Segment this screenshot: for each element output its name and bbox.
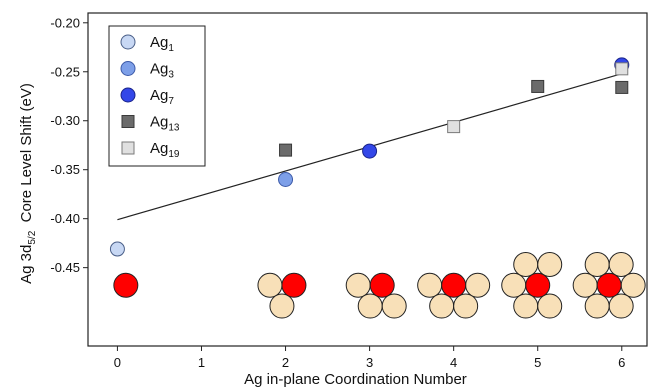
- cluster-icon-0-neighbors: [113, 272, 139, 298]
- cluster-icon-3-neighbors: [345, 272, 407, 319]
- legend-label-name: Ag: [150, 140, 168, 157]
- neighbor-atom: [269, 293, 295, 319]
- legend-label-name: Ag: [150, 114, 168, 131]
- neighbor-atom: [572, 272, 598, 298]
- neighbor-atom: [453, 293, 479, 319]
- legend-marker: [121, 115, 135, 128]
- cluster-icon-5-neighbors: [501, 251, 563, 319]
- point-ag7: [362, 143, 378, 159]
- neighbor-atom: [620, 272, 646, 298]
- x-tick-label: 6: [618, 355, 625, 370]
- legend-label-name: Ag: [150, 61, 168, 78]
- neighbor-atom: [608, 251, 634, 277]
- point-ag13: [615, 80, 629, 94]
- legend-label-sub: 13: [168, 123, 180, 134]
- legend-marker: [120, 61, 136, 76]
- cluster-icon-2-neighbors: [257, 272, 307, 319]
- neighbor-atom: [537, 293, 563, 319]
- legend-label: Ag13: [150, 114, 180, 134]
- plot-frame: [87, 12, 648, 347]
- x-axis-title: Ag in-plane Coordination Number: [244, 371, 467, 388]
- legend-label-sub: 3: [168, 70, 174, 81]
- point-ag19: [447, 120, 461, 134]
- center-atom: [113, 272, 139, 298]
- neighbor-atom: [501, 272, 527, 298]
- legend-label: Ag7: [150, 87, 174, 107]
- legend-label-sub: 19: [168, 149, 180, 160]
- y-tick-label: -0.35: [50, 162, 80, 177]
- x-tick-label: 5: [534, 355, 541, 370]
- point-ag19: [615, 62, 629, 76]
- x-tick-label: 2: [282, 355, 289, 370]
- neighbor-atom: [417, 272, 443, 298]
- neighbor-atom: [345, 272, 371, 298]
- neighbor-atom: [608, 293, 634, 319]
- center-atom: [441, 272, 467, 298]
- y-tick-label: -0.30: [50, 113, 80, 128]
- legend-label-sub: 1: [168, 43, 174, 54]
- legend-marker: [121, 141, 135, 155]
- neighbor-atom: [429, 293, 455, 319]
- legend-label: Ag1: [150, 34, 174, 54]
- cluster-icon-4-neighbors: [417, 272, 491, 319]
- neighbor-atom: [381, 293, 407, 319]
- y-tick-label: -0.45: [50, 260, 80, 275]
- legend-label-sub: 7: [168, 96, 174, 107]
- y-axis-title-rest: Core Level Shift (eV): [18, 83, 35, 231]
- point-ag3: [278, 172, 294, 187]
- center-atom: [596, 272, 622, 298]
- y-axis-title: Ag 3d5/2 Core Level Shift (eV): [18, 83, 38, 284]
- center-atom: [281, 272, 307, 298]
- neighbor-atom: [584, 251, 610, 277]
- legend-marker: [120, 87, 136, 103]
- neighbor-atom: [257, 272, 283, 298]
- center-atom: [525, 272, 551, 298]
- y-tick-label: -0.20: [50, 15, 80, 30]
- legend-label: Ag19: [150, 140, 180, 160]
- neighbor-atom: [513, 251, 539, 277]
- point-ag13: [279, 143, 293, 157]
- legend-marker: [120, 34, 136, 50]
- neighbor-atom: [513, 293, 539, 319]
- point-ag1: [109, 241, 125, 257]
- x-tick-label: 3: [366, 355, 373, 370]
- x-tick-label: 0: [114, 355, 121, 370]
- neighbor-atom: [465, 272, 491, 298]
- y-tick-label: -0.40: [50, 211, 80, 226]
- y-tick-label: -0.25: [50, 64, 80, 79]
- neighbor-atom: [584, 293, 610, 319]
- x-tick-label: 1: [198, 355, 205, 370]
- y-axis-title-main: Ag 3d: [18, 245, 35, 284]
- neighbor-atom: [537, 251, 563, 277]
- legend-label-name: Ag: [150, 34, 168, 51]
- center-atom: [369, 272, 395, 298]
- cluster-icon-6-neighbors: [572, 251, 646, 319]
- x-tick-label: 4: [450, 355, 457, 370]
- neighbor-atom: [357, 293, 383, 319]
- legend-label-name: Ag: [150, 87, 168, 104]
- point-ag13: [531, 79, 545, 93]
- legend-label: Ag3: [150, 61, 174, 81]
- y-axis-title-sub: 5/2: [27, 230, 38, 244]
